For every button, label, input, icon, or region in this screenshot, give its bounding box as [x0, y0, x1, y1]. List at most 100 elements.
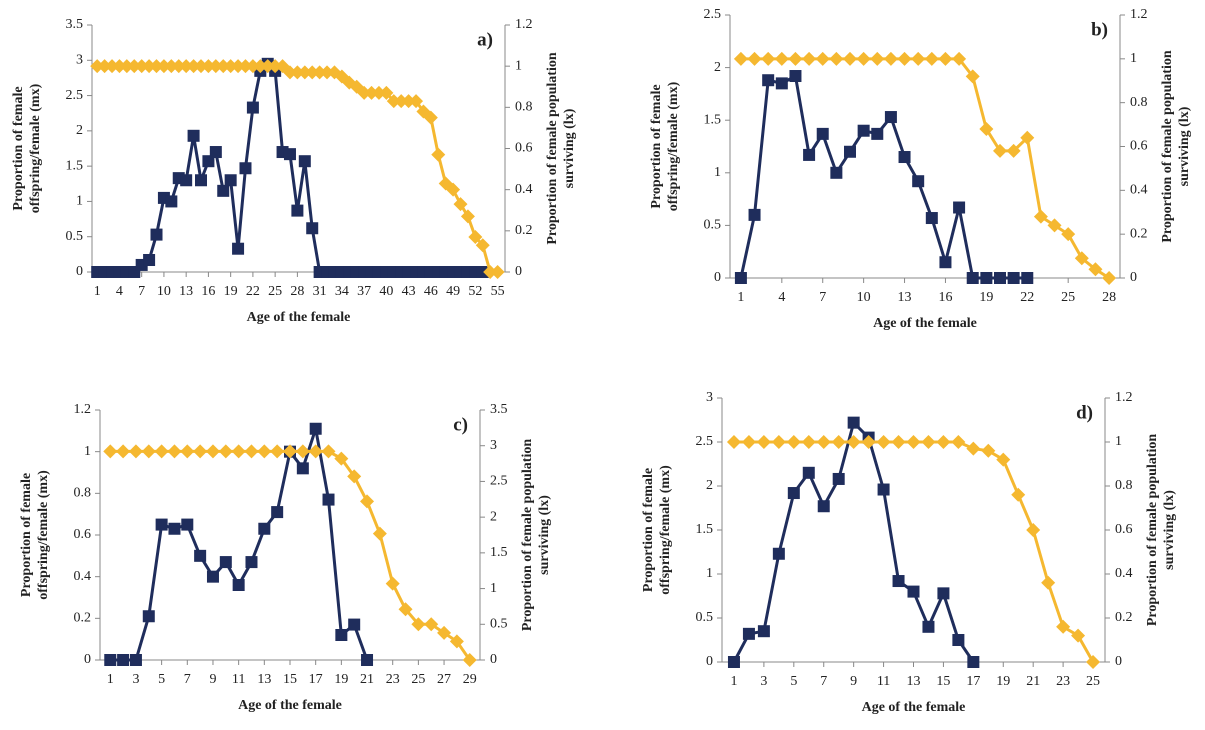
- x-tick-label: 52: [468, 284, 482, 299]
- marker: [741, 435, 756, 449]
- marker: [105, 59, 120, 74]
- marker: [747, 51, 762, 66]
- x-tick-label: 13: [257, 672, 271, 687]
- marker: [308, 444, 323, 459]
- marker: [231, 444, 246, 459]
- x-tick-label: 17: [966, 674, 980, 689]
- marker: [843, 51, 857, 66]
- marker: [257, 444, 272, 459]
- marker: [936, 435, 951, 449]
- marker: [193, 444, 208, 459]
- y2-tick-label: 0.2: [1115, 610, 1133, 625]
- y-tick-label: 0.4: [74, 569, 92, 584]
- y2-tick-label: 1.2: [1130, 7, 1148, 22]
- y-axis-label: offspring/female (mx): [28, 83, 43, 213]
- marker: [938, 51, 953, 66]
- marker: [884, 111, 897, 124]
- x-tick-label: 10: [157, 284, 171, 299]
- marker: [282, 65, 297, 80]
- x-tick-label: 1: [737, 290, 744, 305]
- x-tick-label: 7: [184, 672, 191, 687]
- marker: [453, 197, 468, 212]
- marker: [830, 166, 843, 179]
- marker: [939, 256, 952, 269]
- y-tick-label: 0: [706, 654, 713, 669]
- marker: [847, 416, 860, 429]
- y-axis-label: offspring/female (mx): [36, 470, 51, 600]
- y2-tick-label: 0.6: [1115, 522, 1133, 537]
- marker: [898, 151, 911, 164]
- marker: [817, 500, 830, 513]
- marker: [334, 451, 349, 466]
- marker: [238, 59, 253, 74]
- marker: [775, 77, 788, 90]
- x-tick-label: 55: [491, 284, 505, 299]
- marker: [232, 579, 245, 591]
- y2-tick-label: 0: [515, 264, 522, 279]
- panel-label: b): [1091, 19, 1108, 40]
- marker: [727, 656, 740, 668]
- marker: [925, 212, 938, 225]
- y-axis-label: Proportion of female: [19, 473, 34, 597]
- marker: [260, 59, 275, 74]
- y-tick-label: 3: [76, 53, 83, 68]
- marker: [239, 162, 252, 175]
- marker: [937, 587, 950, 600]
- marker: [305, 65, 320, 80]
- x-tick-label: 25: [1086, 674, 1100, 689]
- marker: [1006, 143, 1021, 158]
- y-tick-label: 1.5: [66, 158, 84, 173]
- marker: [844, 145, 856, 158]
- x-tick-label: 16: [938, 290, 952, 305]
- marker: [1071, 628, 1086, 643]
- marker: [290, 65, 305, 80]
- x-tick-label: 25: [268, 284, 282, 299]
- marker: [129, 654, 142, 666]
- marker: [490, 265, 505, 279]
- marker: [1086, 655, 1101, 669]
- marker: [167, 444, 182, 459]
- marker: [180, 174, 193, 187]
- y2-tick-label: 0.4: [1130, 183, 1148, 198]
- marker: [142, 59, 157, 74]
- marker: [357, 85, 372, 100]
- y2-tick-label: 0.8: [515, 100, 533, 115]
- marker: [364, 85, 379, 100]
- y2-tick-label: 1: [515, 58, 522, 73]
- x-tick-label: 43: [402, 284, 416, 299]
- y-tick-label: 1.2: [74, 402, 92, 417]
- y2-axis-label: surviving (lx): [537, 495, 552, 575]
- y2-tick-label: 1.2: [515, 17, 533, 32]
- marker: [283, 444, 297, 459]
- y2-tick-label: 0: [1115, 654, 1122, 669]
- marker: [446, 182, 461, 197]
- marker: [953, 201, 966, 214]
- marker: [244, 444, 259, 459]
- x-axis-label: Age of the female: [238, 698, 342, 713]
- y2-axis-label: surviving (lx): [1177, 106, 1192, 186]
- y2-tick-label: 0.4: [1115, 566, 1133, 581]
- y-axis-label: Proportion of female: [11, 86, 26, 210]
- y2-tick-label: 3: [490, 438, 497, 453]
- panel: 0 0.5 1 1.5 2 2.5 0 0.2 0.4 0.6 0.8 1 1.2 1 4 7 10 13 16 19…: [649, 7, 1192, 331]
- x-tick-label: 21: [360, 672, 374, 687]
- x-tick-label: 19: [996, 674, 1010, 689]
- marker: [372, 526, 387, 541]
- marker: [907, 585, 920, 598]
- y-tick-label: 1: [84, 444, 91, 459]
- marker: [321, 444, 336, 459]
- y2-tick-label: 0.5: [490, 617, 508, 632]
- marker: [966, 272, 979, 284]
- y-tick-label: 1: [706, 566, 713, 581]
- marker: [892, 575, 905, 588]
- marker: [134, 59, 149, 74]
- marker: [179, 59, 194, 74]
- x-tick-label: 28: [290, 284, 304, 299]
- y2-tick-label: 0.6: [515, 141, 533, 156]
- marker: [231, 59, 246, 74]
- marker: [90, 59, 105, 74]
- marker: [379, 85, 394, 100]
- panel: 00.20.40.60.811.200.511.522.533.51 3 5 7 9 11…: [19, 402, 552, 713]
- marker: [789, 70, 802, 83]
- marker: [965, 69, 980, 84]
